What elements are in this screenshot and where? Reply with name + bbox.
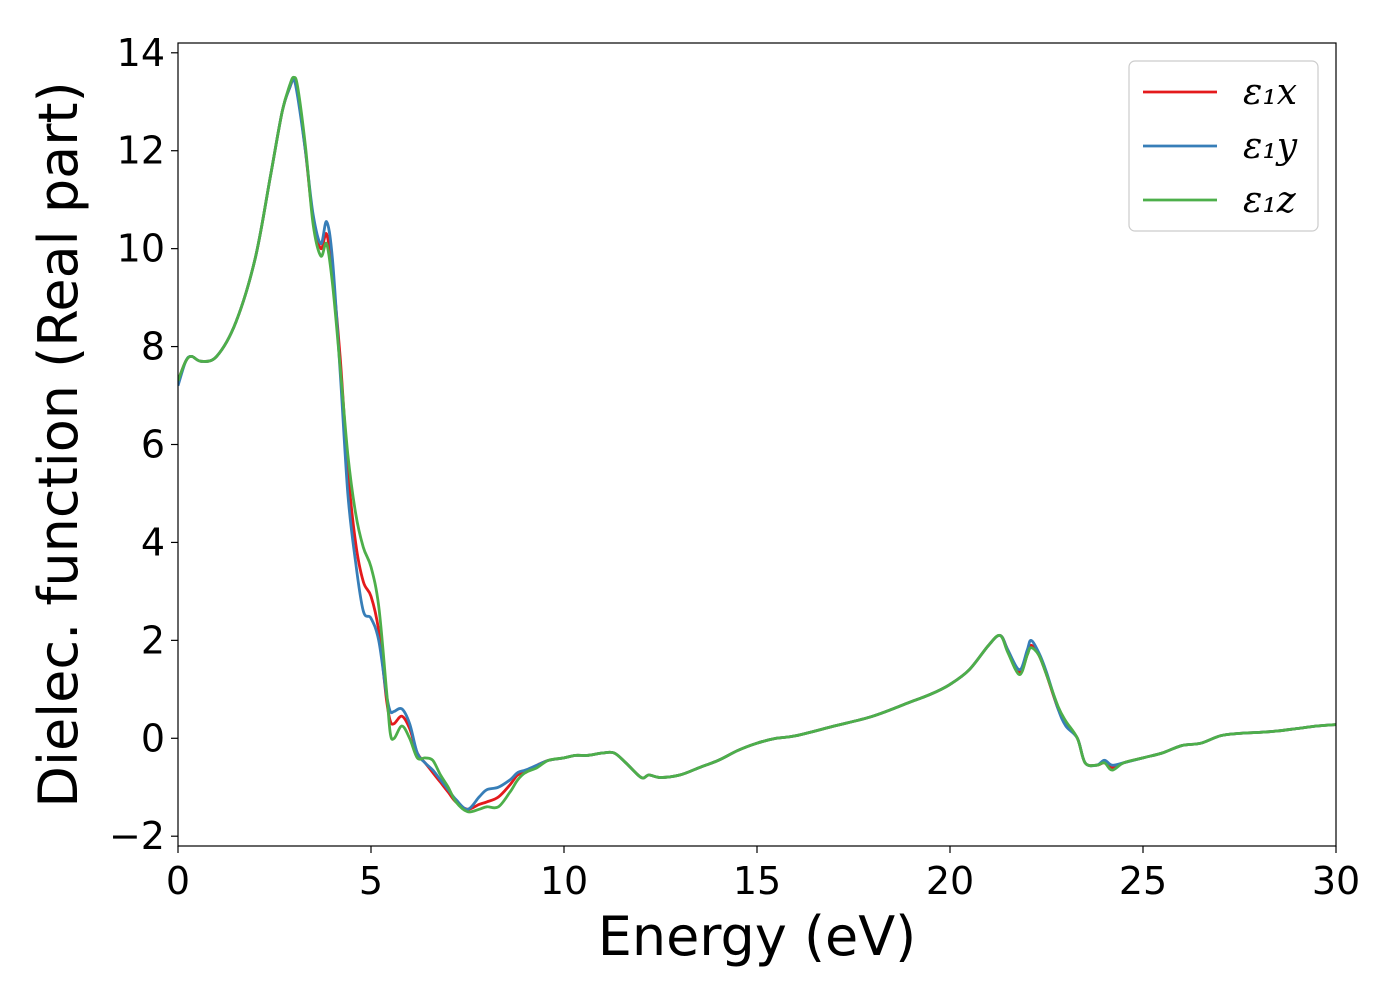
y-tick-label: 4: [141, 520, 165, 564]
x-tick-label: 10: [540, 859, 588, 903]
y-tick-label: 12: [117, 129, 165, 173]
x-tick-label: 25: [1119, 859, 1167, 903]
y-tick-label: 8: [141, 325, 165, 369]
y-tick-label: 10: [117, 227, 165, 271]
y-tick-label: −2: [109, 814, 165, 858]
y-tick-label: 0: [141, 716, 165, 760]
x-tick-label: 20: [926, 859, 974, 903]
plot-series: [178, 75, 1336, 814]
legend: ε₁x ε₁y ε₁z: [1128, 60, 1319, 232]
legend-label-1: ε₁x: [1243, 72, 1297, 113]
y-axis-label: Dielec. function (Real part): [27, 81, 90, 807]
y-tick-label: 14: [117, 31, 165, 75]
y-axis-ticks: −2 0 2 4 6 8 10 12 14: [109, 31, 178, 858]
x-axis-label: Energy (eV): [598, 905, 917, 968]
x-tick-label: 30: [1312, 859, 1360, 903]
y-tick-label: 6: [141, 423, 165, 467]
x-tick-label: 0: [166, 859, 190, 903]
y-tick-label: 2: [141, 618, 165, 662]
x-axis-ticks: 0 5 10 15 20 25 30: [166, 846, 1360, 903]
legend-box: [1128, 60, 1319, 232]
legend-label-2: ε₁y: [1243, 126, 1298, 167]
x-tick-label: 5: [359, 859, 383, 903]
legend-label-3: ε₁z: [1243, 180, 1297, 221]
x-tick-label: 15: [733, 859, 781, 903]
series-line-3: [178, 75, 1336, 814]
